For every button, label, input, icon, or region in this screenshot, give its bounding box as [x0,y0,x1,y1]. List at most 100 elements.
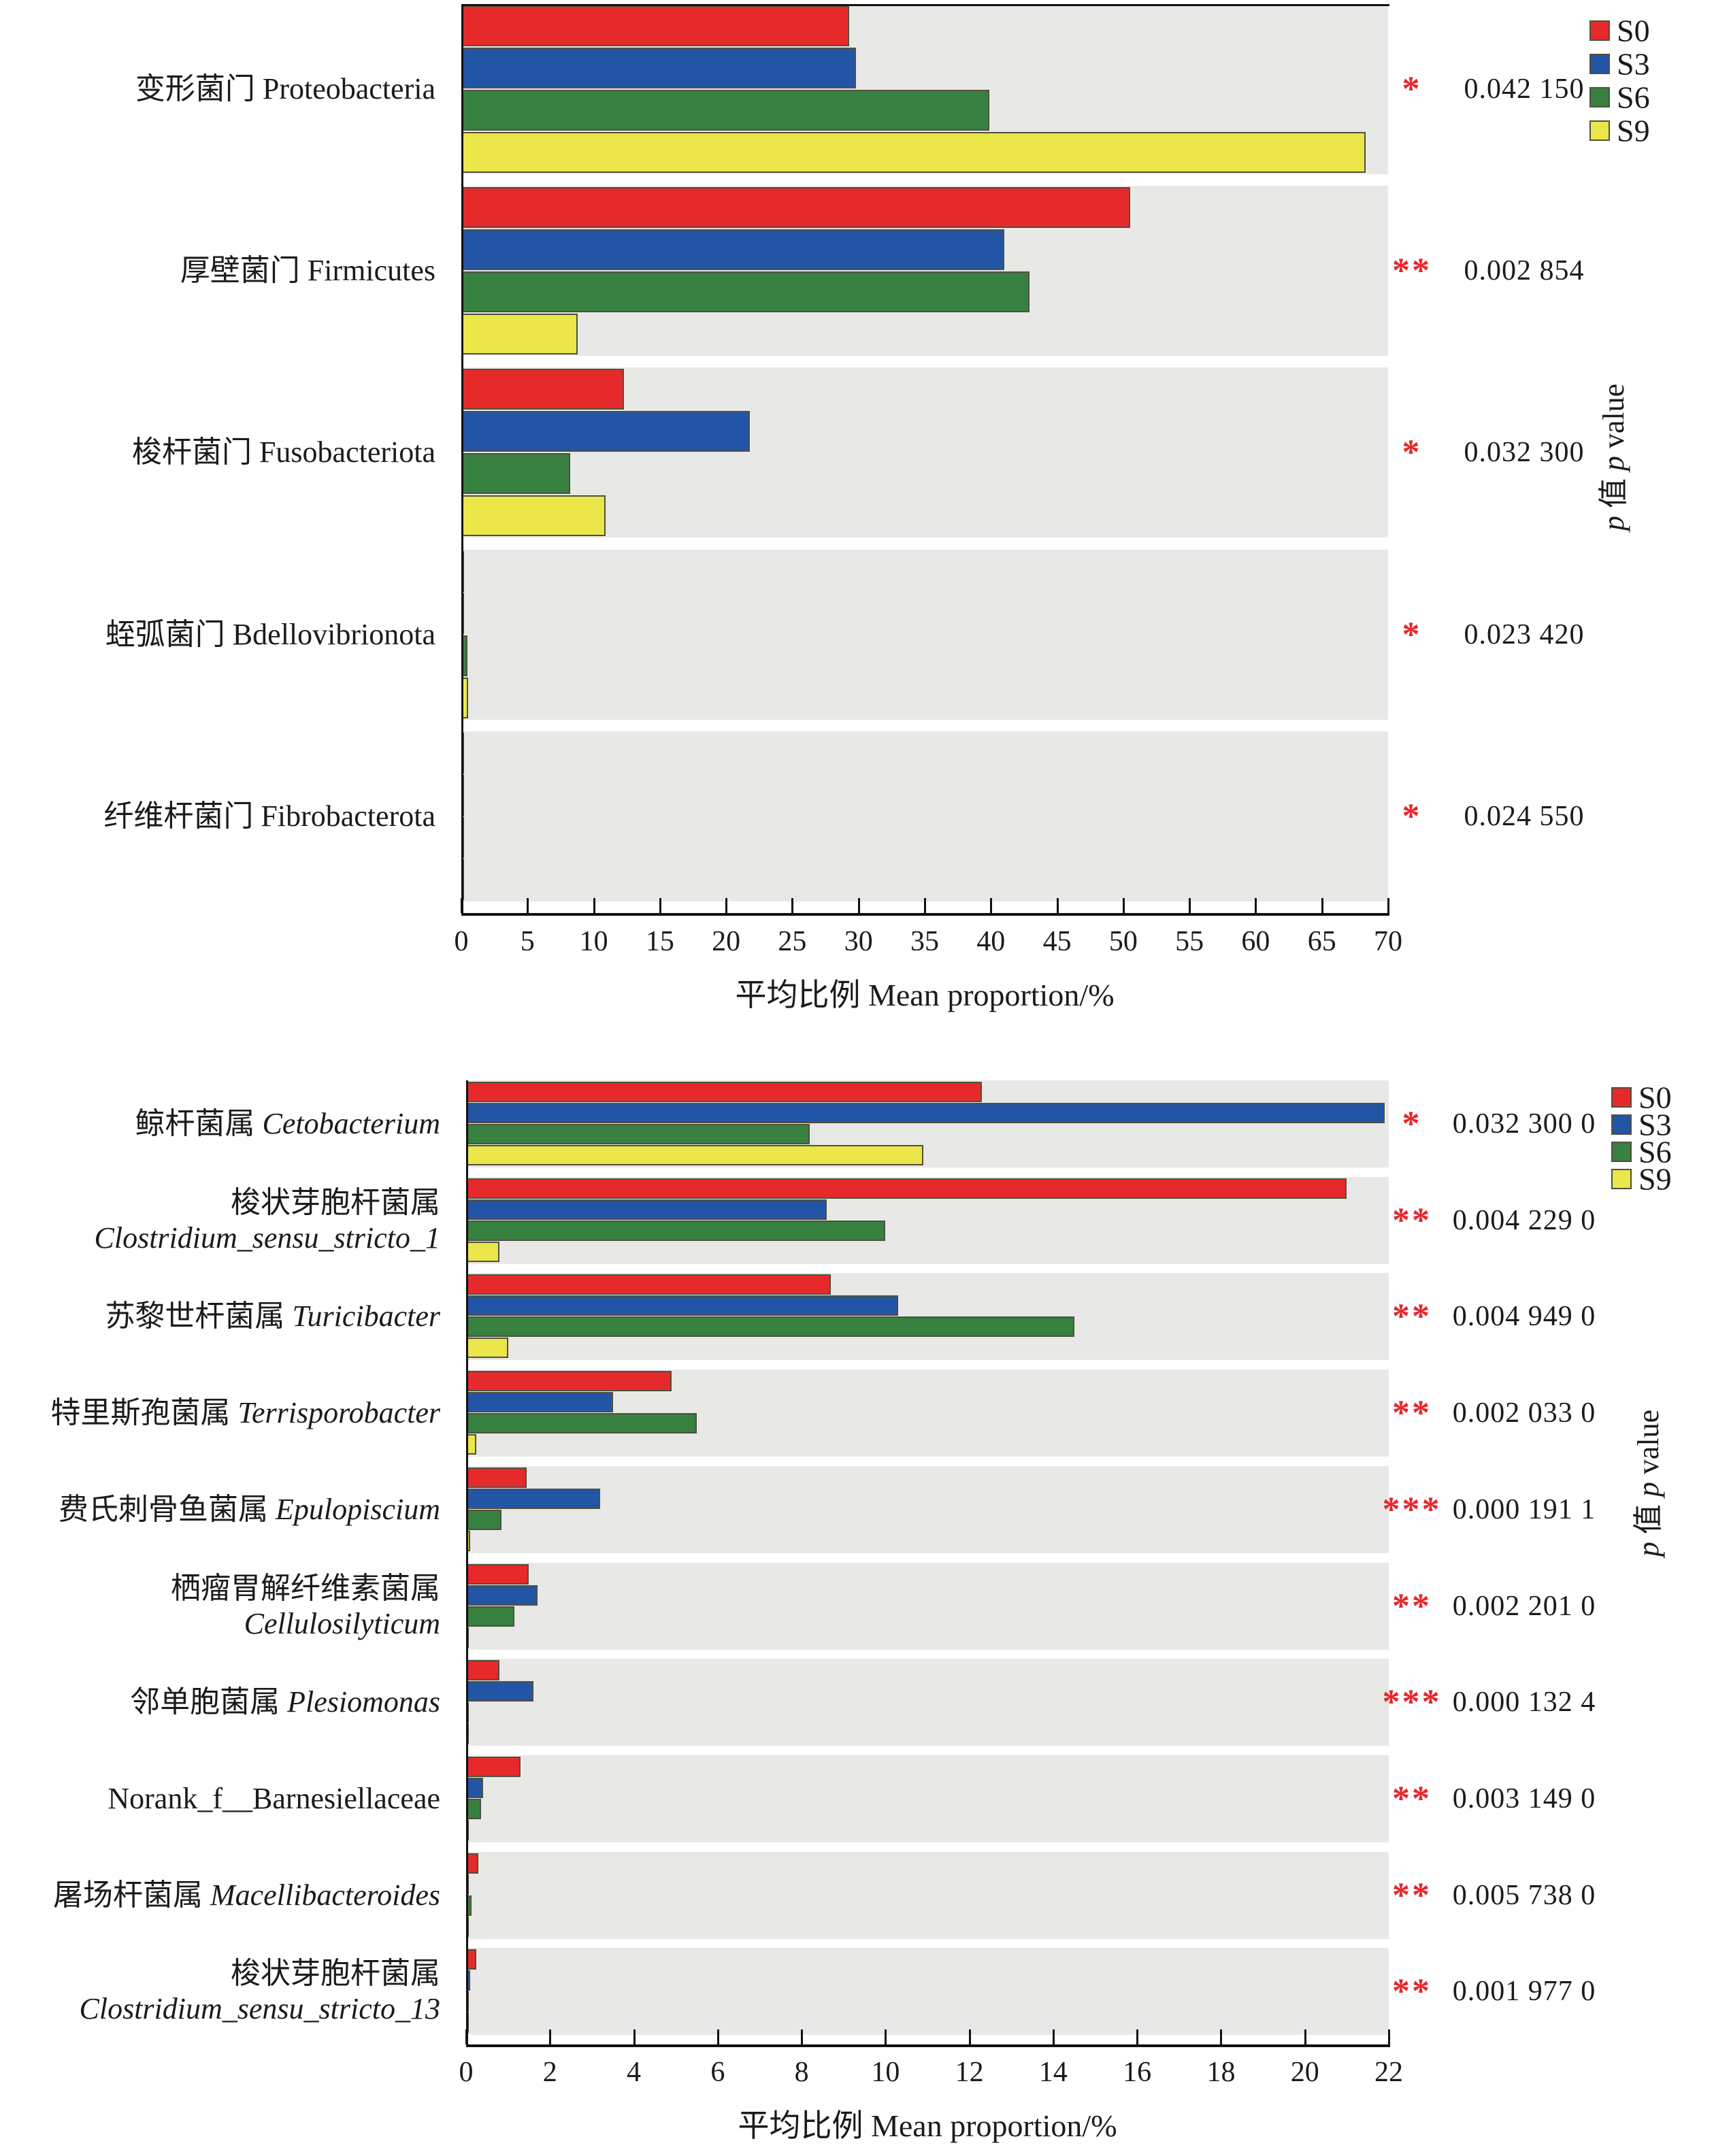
label-segment: 值 [1597,471,1630,516]
x-axis-title: 平均比例 Mean proportion/% [738,2108,1117,2143]
category-label: 纤维杆菌门 Fibrobacterota [0,799,435,834]
label-segment: 梭状芽胞杆菌属 [231,1185,440,1219]
bar-s3 [461,411,750,452]
bar-s0 [461,187,1130,229]
bar-s0 [466,1274,831,1295]
label-segment: p [1597,516,1630,531]
p-value: 0.002 854 [1464,255,1585,287]
label-segment: p [1632,1542,1665,1557]
bar-s3 [466,1488,600,1509]
x-tick-label: 55 [1175,926,1204,957]
category-band [466,1562,1389,1650]
category-band [466,1755,1389,1842]
category-label-line: 厚壁菌门 Firmicutes [0,253,435,288]
x-tick [924,898,926,913]
bar-s0 [466,1660,499,1681]
category-label-line: 鲸杆菌属 Cetobacterium [0,1106,440,1142]
x-tick-label: 20 [1290,2057,1319,2088]
x-tick [461,898,463,913]
bar-s0 [466,1178,1347,1199]
x-tick-label: 25 [778,926,807,957]
x-tick [633,2029,636,2044]
category-label: 屠场杆菌属 Macellibacteroides [0,1878,440,1913]
x-tick-label: 5 [520,926,535,957]
category-label: 鲸杆菌属 Cetobacterium [0,1106,440,1142]
category-label: 邻单胞菌属 Plesiomonas [0,1685,440,1720]
x-tick-label: 20 [712,926,741,957]
category-label-line: 梭状芽胞杆菌属 [0,1956,440,1991]
bar-s3 [461,229,1004,271]
label-segment: 屠场杆菌属 [52,1878,210,1912]
x-axis-line [461,913,1389,916]
p-value: 0.004 949 0 [1452,1301,1596,1333]
category-label: 特里斯孢菌属 Terrisporobacter [0,1395,440,1431]
category-label: 变形菌门 Proteobacteria [0,71,435,107]
significance-stars: * [1402,69,1422,109]
x-tick [1304,2029,1306,2044]
x-tick-label: 15 [645,926,674,957]
x-tick [1052,2029,1055,2044]
x-tick [1056,898,1059,913]
category-label-line: Norank_f__Barnesiellaceae [0,1781,440,1817]
category-label-line: 变形菌门 Proteobacteria [0,71,435,107]
x-tick-label: 14 [1038,2057,1068,2088]
x-tick-label: 10 [579,926,608,957]
x-tick [1136,2029,1139,2044]
right-axis-label: p 值 p value [1589,384,1632,531]
significance-stars: * [1402,797,1422,836]
bar-s3 [466,1777,483,1798]
legend-label-s0: S0 [1638,1080,1672,1115]
label-segment: Plesiomonas [287,1685,440,1719]
category-label-line: 蛭弧菌门 Bdellovibrionota [0,617,435,652]
label-segment: Macellibacteroides [210,1878,440,1912]
x-axis-title: 平均比例 Mean proportion/% [735,978,1115,1012]
x-tick [791,898,794,913]
bar-s0 [461,369,624,410]
category-band [466,1465,1389,1553]
x-tick [1321,898,1323,913]
category-label-line: Clostridium_sensu_stricto_1 [0,1221,441,1256]
label-segment: value [1632,1409,1665,1482]
bar-s0 [466,1082,982,1102]
label-segment: Clostridium_sensu_stricto_13 [79,1992,441,2026]
x-tick-label: 6 [710,2057,725,2088]
category-label: 梭状芽胞杆菌属 Clostridium_sensu_stricto_1 [0,1185,441,1256]
x-tick-label: 10 [871,2057,900,2088]
legend-swatch-s0 [1611,1087,1632,1108]
category-label-line: 梭状芽胞杆菌属 [0,1185,440,1221]
p-value: 0.002 033 0 [1452,1397,1596,1429]
significance-stars: * [1402,1104,1422,1144]
x-tick [1189,898,1191,913]
legend-label-s6: S6 [1617,80,1650,115]
x-axis-line [466,2044,1390,2047]
label-segment: Clostridium_sensu_stricto_1 [94,1221,441,1255]
bar-s6 [466,1220,885,1241]
legend-label-s6: S6 [1638,1134,1672,1170]
label-segment: Cetobacterium [262,1107,440,1140]
x-tick [716,2029,719,2044]
x-tick-label: 35 [910,926,939,957]
x-tick-label: 50 [1108,926,1138,957]
bar-s3 [466,1103,1385,1123]
category-label-line: Cellulosilyticum [0,1606,440,1642]
category-label-line: 特里斯孢菌属 Terrisporobacter [0,1395,440,1431]
legend-label-s0: S0 [1617,13,1650,48]
category-band [466,1851,1389,1939]
x-tick [1122,898,1125,913]
p-value: 0.042 150 [1464,73,1585,105]
category-band [466,1659,1389,1746]
category-label-line: 苏黎世杆菌属 Turicibacter [0,1299,440,1334]
x-tick [990,898,993,913]
bar-s6 [466,1316,1074,1338]
p-value: 0.000 191 1 [1452,1493,1596,1525]
legend-swatch-s9 [1589,120,1610,141]
x-tick-label: 16 [1123,2057,1152,2088]
x-tick [1255,898,1257,913]
legend-swatch-s3 [1589,54,1610,74]
bar-s6 [461,453,570,495]
legend-label-s3: S3 [1617,46,1650,82]
bar-s9 [461,495,606,537]
bar-s6 [461,271,1029,313]
y-axis-line [461,4,463,916]
